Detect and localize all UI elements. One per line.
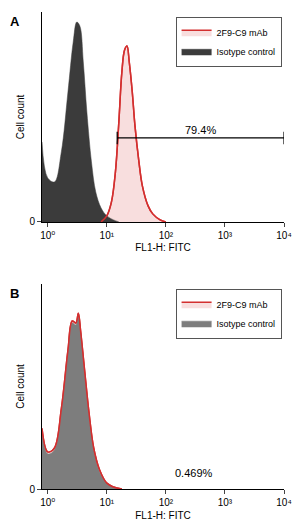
svg-text:10³: 10³ <box>218 230 233 241</box>
svg-text:10²: 10² <box>159 230 174 241</box>
svg-text:79.4%: 79.4% <box>185 124 216 136</box>
svg-text:B: B <box>10 286 19 301</box>
svg-text:2F9-C9 mAb: 2F9-C9 mAb <box>217 28 268 38</box>
svg-text:FL1-H: FITC: FL1-H: FITC <box>135 510 191 521</box>
svg-text:10⁰: 10⁰ <box>40 497 55 508</box>
svg-text:A: A <box>10 14 20 29</box>
svg-text:Cell count: Cell count <box>15 364 26 409</box>
svg-text:Isotype control: Isotype control <box>217 47 276 57</box>
svg-text:10⁴: 10⁴ <box>276 230 291 241</box>
svg-text:10⁴: 10⁴ <box>276 497 291 508</box>
svg-text:0: 0 <box>29 484 35 495</box>
svg-text:2F9-C9 mAb: 2F9-C9 mAb <box>217 300 268 310</box>
svg-text:0.469%: 0.469% <box>175 467 213 479</box>
svg-text:10⁰: 10⁰ <box>40 230 55 241</box>
svg-text:10²: 10² <box>159 497 174 508</box>
svg-text:FL1-H: FITC: FL1-H: FITC <box>135 242 191 253</box>
svg-text:Cell count: Cell count <box>15 94 26 139</box>
svg-text:10¹: 10¹ <box>100 230 115 241</box>
svg-text:10¹: 10¹ <box>100 497 115 508</box>
svg-text:Isotype control: Isotype control <box>217 319 276 329</box>
svg-text:10³: 10³ <box>218 497 233 508</box>
svg-text:0: 0 <box>29 216 35 227</box>
